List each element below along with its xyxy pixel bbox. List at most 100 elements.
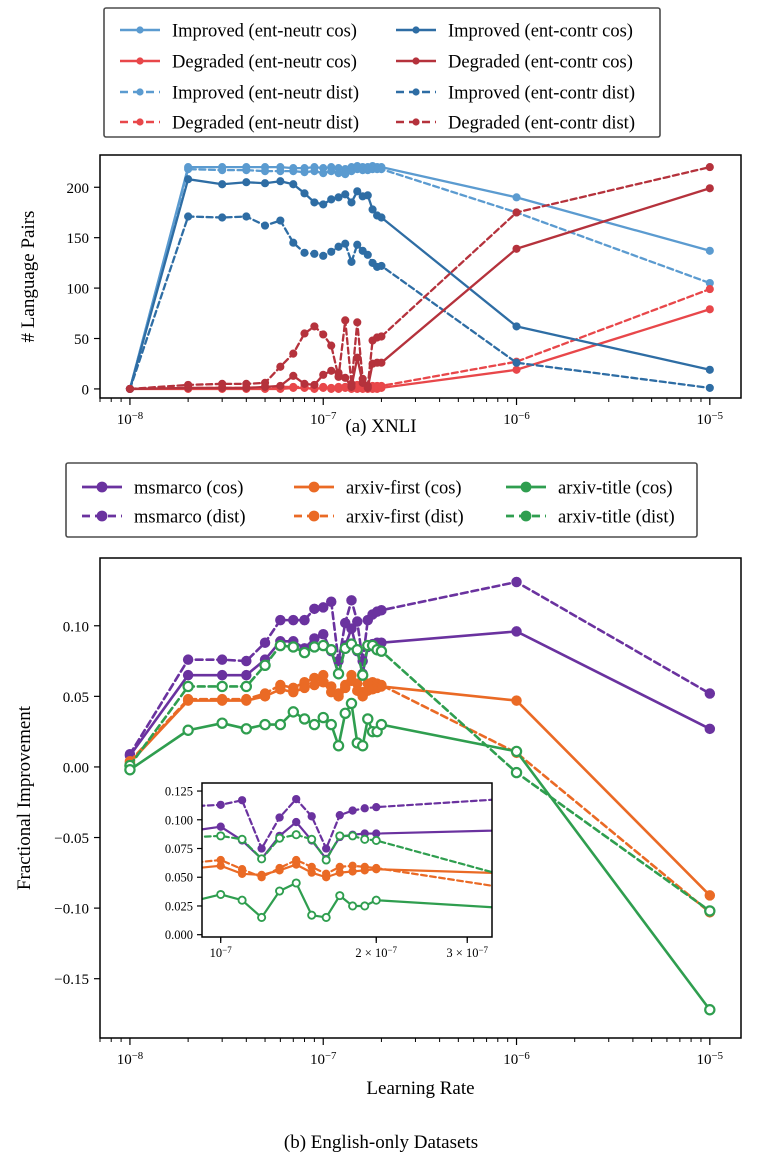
legend-item[interactable]: Degraded (ent-contr dist) — [396, 114, 635, 134]
data-point — [218, 166, 227, 175]
data-point — [307, 812, 316, 821]
inset-x-tick-label: 2 × 10−7 — [355, 945, 397, 960]
data-point — [317, 602, 329, 613]
legend-marker — [412, 118, 420, 126]
inset-y-tick-label: 0.075 — [165, 842, 193, 856]
data-point — [341, 190, 350, 199]
data-point — [289, 382, 298, 391]
xnli-chart-svg: Improved (ent-neutr cos) Improved (ent-co… — [18, 7, 742, 437]
x-tick-label: 10−5 — [697, 1050, 724, 1068]
data-point — [348, 806, 357, 815]
data-point — [353, 318, 362, 327]
legend-label: arxiv-title (cos) — [558, 479, 673, 499]
legend-label: arxiv-first (dist) — [346, 508, 464, 528]
data-point — [309, 679, 320, 691]
data-point — [363, 191, 372, 200]
data-point — [362, 713, 374, 725]
legend-item[interactable]: Degraded (ent-contr cos) — [396, 53, 633, 73]
x-axis-title: Learning Rate — [366, 1078, 474, 1099]
data-point — [317, 676, 329, 688]
data-point — [353, 240, 362, 249]
data-point — [275, 614, 286, 626]
data-point — [218, 180, 227, 189]
data-point — [242, 178, 251, 187]
inset-x-tick-label: 3 × 10−7 — [446, 945, 488, 960]
xnli-improved-ent-contr-cos--markers — [125, 175, 714, 394]
data-point — [371, 835, 381, 845]
data-point — [327, 195, 336, 204]
legend-item[interactable]: arxiv-title (dist) — [506, 508, 675, 528]
inset-y-tick-label: 0.025 — [165, 899, 193, 913]
data-point — [356, 740, 369, 752]
data-point — [257, 854, 267, 864]
data-point — [341, 316, 350, 325]
data-point — [352, 616, 363, 627]
x-tick-label: 10−6 — [503, 1050, 530, 1068]
data-point — [184, 175, 193, 184]
legend-item[interactable]: msmarco (cos) — [82, 479, 243, 499]
data-point — [184, 212, 193, 221]
data-point — [12, 900, 19, 907]
data-point — [334, 382, 343, 391]
data-point — [317, 711, 329, 724]
legend-box — [103, 7, 661, 138]
data-point — [292, 794, 301, 804]
data-point — [242, 379, 251, 388]
data-point — [705, 246, 714, 255]
legend-item[interactable]: Improved (ent-neutr cos) — [120, 22, 357, 42]
legend-item[interactable]: arxiv-title (cos) — [506, 479, 673, 499]
legend-label: Degraded (ent-contr dist) — [448, 114, 635, 134]
y-tick-label: 50 — [74, 332, 89, 348]
data-point — [276, 167, 285, 176]
data-point — [257, 912, 267, 922]
data-point — [353, 187, 362, 196]
data-point — [275, 684, 286, 695]
legend-item[interactable]: Degraded (ent-neutr cos) — [120, 53, 357, 73]
legend-marker — [412, 88, 420, 96]
data-point — [310, 167, 319, 176]
data-point — [335, 868, 344, 877]
data-point — [327, 366, 336, 375]
data-point — [300, 379, 309, 388]
legend-label: Improved (ent-contr dist) — [448, 84, 635, 104]
data-point — [216, 717, 228, 729]
data-point — [291, 830, 301, 840]
legend-item[interactable]: Improved (ent-neutr dist) — [120, 84, 359, 104]
inset-msmarco-dist--line — [202, 797, 492, 850]
data-point — [124, 764, 136, 776]
data-point — [291, 878, 301, 888]
data-point — [310, 380, 319, 389]
data-point — [308, 718, 321, 731]
legend-item[interactable]: arxiv-first (cos) — [294, 479, 462, 499]
data-point — [260, 179, 270, 188]
legend-item[interactable]: Improved (ent-contr cos) — [396, 22, 633, 42]
eo-msmarco-dist--line — [128, 580, 712, 756]
data-point — [705, 163, 714, 172]
data-point — [360, 866, 369, 875]
y-tick-label: 0.05 — [63, 690, 89, 706]
data-point — [334, 169, 343, 178]
legend-item[interactable]: arxiv-first (dist) — [294, 508, 464, 528]
data-point — [348, 831, 358, 841]
data-point — [347, 198, 356, 207]
x-tick-label: 10−5 — [697, 410, 724, 428]
panel-english-only: msmarco (cos) arxiv-first (cos) arxiv-titl… — [0, 450, 762, 1176]
legend-item[interactable]: Degraded (ent-neutr dist) — [120, 114, 359, 134]
data-point — [512, 365, 521, 374]
english-only-chart-svg: msmarco (cos) arxiv-first (cos) arxiv-titl… — [12, 462, 742, 1153]
y-tick-label: −0.10 — [54, 902, 89, 918]
legend-item[interactable]: msmarco (dist) — [82, 508, 246, 528]
xnli-improved-ent-contr-dist--markers — [125, 212, 714, 394]
data-point — [62, 871, 69, 878]
legend-item[interactable]: Improved (ent-contr dist) — [396, 84, 635, 104]
data-point — [216, 695, 228, 706]
data-point — [319, 200, 328, 209]
inset-arxiv-title-dist--line — [202, 833, 492, 874]
data-point — [289, 180, 298, 189]
data-point — [360, 901, 370, 911]
data-point — [292, 860, 301, 869]
panel-a-caption: (a) XNLI — [345, 416, 416, 437]
data-point — [237, 869, 247, 878]
data-point — [325, 644, 337, 656]
y-tick-label: 100 — [67, 282, 90, 298]
